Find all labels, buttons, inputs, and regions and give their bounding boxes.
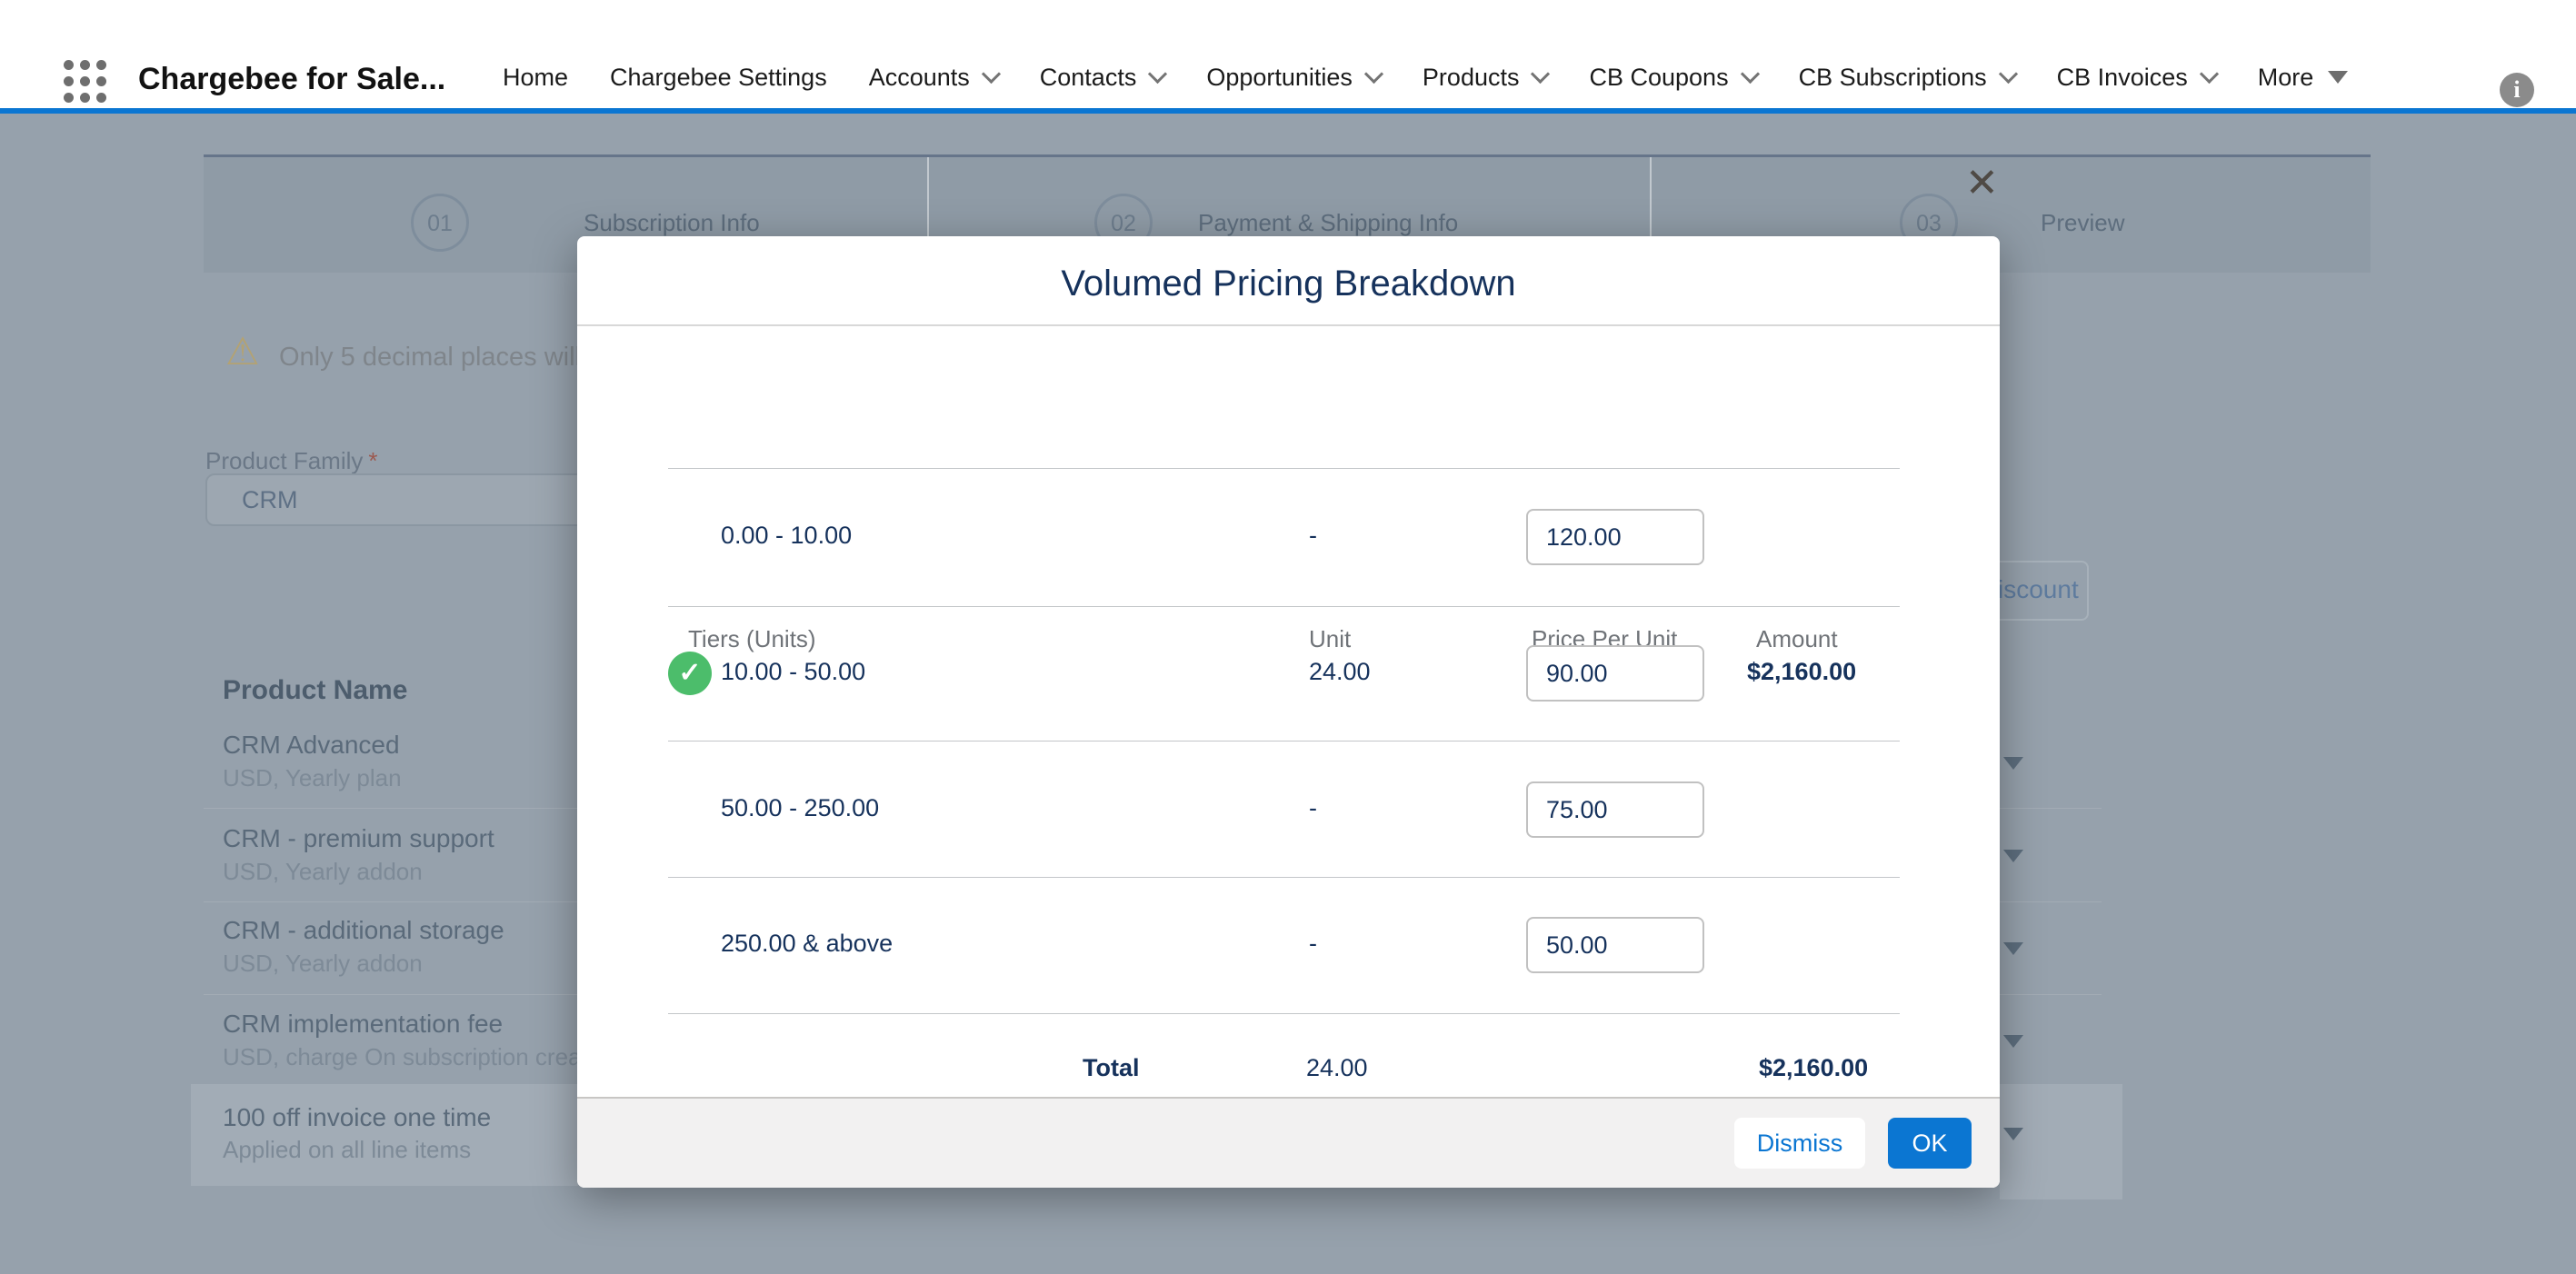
total-label: Total [1083, 1054, 1140, 1081]
product-name: CRM implementation fee [223, 1010, 504, 1038]
tier-range: 250.00 & above [721, 930, 894, 957]
ok-button[interactable]: OK [1888, 1118, 1972, 1169]
row-dropdown-icon [2003, 942, 2023, 955]
column-header-tiers: Tiers (Units) [688, 625, 816, 652]
product-list-header: Product Name [223, 675, 408, 705]
price-per-unit-input[interactable] [1526, 645, 1704, 702]
tier-range: 0.00 - 10.00 [721, 522, 853, 549]
product-detail: USD, Yearly plan [223, 764, 402, 791]
nav-item-more[interactable]: More [2258, 64, 2349, 92]
row-dropdown-icon [2003, 850, 2023, 862]
step-1-label: Subscription Info [584, 209, 760, 236]
tier-range: 50.00 - 250.00 [721, 794, 880, 821]
table-divider [668, 468, 1900, 469]
chevron-down-icon [1148, 64, 1168, 84]
chevron-down-icon [1998, 64, 2018, 84]
chevron-down-icon [1740, 64, 1760, 84]
nav-item-contacts[interactable]: Contacts [1040, 64, 1168, 92]
column-header-unit: Unit [1309, 625, 1352, 652]
title-divider [577, 324, 2000, 326]
row-dropdown-icon [2003, 1128, 2023, 1140]
product-family-label: Product Family * [205, 447, 378, 474]
tier-unit: - [1309, 930, 1317, 957]
list-divider [204, 901, 578, 902]
nav-item-products[interactable]: Products [1423, 64, 1551, 92]
nav-item-chargebee-settings[interactable]: Chargebee Settings [610, 63, 827, 91]
chevron-down-icon [1363, 64, 1384, 84]
list-divider [2000, 994, 2102, 995]
app-header: Chargebee for Sale... Home Chargebee Set… [0, 0, 2576, 114]
table-divider [668, 1013, 1900, 1014]
discount-button-label: iscount [1998, 575, 2079, 603]
nav-item-accounts[interactable]: Accounts [869, 64, 1001, 92]
product-detail: USD, Yearly addon [223, 858, 423, 885]
price-per-unit-input[interactable] [1526, 781, 1704, 838]
dismiss-button[interactable]: Dismiss [1734, 1118, 1865, 1169]
step-2-label: Payment & Shipping Info [1198, 209, 1459, 236]
table-divider [668, 606, 1900, 607]
table-divider [668, 877, 1900, 878]
tier-unit: - [1309, 522, 1317, 549]
product-detail: USD, Yearly addon [223, 950, 423, 977]
price-per-unit-input[interactable] [1526, 917, 1704, 973]
tier-unit: 24.00 [1309, 658, 1371, 685]
nav-item-cb-invoices[interactable]: CB Invoices [2057, 64, 2219, 92]
price-per-unit-input[interactable] [1526, 509, 1704, 565]
product-name: CRM - premium support [223, 824, 494, 852]
required-asterisk: * [368, 447, 378, 474]
table-divider [668, 741, 1900, 742]
modal-title: Volumed Pricing Breakdown [1061, 264, 1516, 304]
chevron-down-icon [2199, 64, 2219, 84]
list-divider [2000, 901, 2102, 902]
app-title: Chargebee for Sale... [138, 62, 446, 96]
product-name: CRM - additional storage [223, 916, 504, 944]
warning-text: Only 5 decimal places will b [279, 343, 604, 372]
row-dropdown-icon [2003, 1035, 2023, 1048]
product-name: 100 off invoice one time [223, 1103, 492, 1131]
warning-icon: ⚠ [225, 330, 260, 373]
volumed-pricing-modal: Volumed Pricing Breakdown Tiers (Units) … [577, 236, 2000, 1188]
tier-amount: $2,160.00 [1747, 658, 1857, 685]
column-header-amount: Amount [1756, 625, 1838, 652]
list-divider [204, 994, 578, 995]
tab-divider [927, 157, 929, 275]
row-dropdown-icon [2003, 757, 2023, 770]
product-detail: Applied on all line items [223, 1136, 472, 1163]
close-icon: ✕ [1965, 161, 1999, 205]
step-1-number: 01 [411, 194, 469, 252]
list-divider [2000, 808, 2102, 809]
chevron-down-icon [1531, 64, 1551, 84]
selected-row-highlight-right [2000, 1084, 2122, 1199]
nav-menu: Home Chargebee Settings Accounts Contact… [503, 50, 2349, 105]
tier-range: 10.00 - 50.00 [721, 658, 866, 685]
chevron-down-icon [981, 64, 1001, 84]
total-unit: 24.00 [1306, 1054, 1368, 1081]
nav-item-cb-coupons[interactable]: CB Coupons [1589, 64, 1760, 92]
check-icon: ✓ [668, 652, 712, 695]
selected-row-highlight [191, 1084, 578, 1186]
product-family-value: CRM [242, 486, 298, 513]
nav-item-opportunities[interactable]: Opportunities [1206, 64, 1384, 92]
list-divider [204, 808, 578, 809]
nav-item-cb-subscriptions[interactable]: CB Subscriptions [1799, 64, 2018, 92]
total-amount: $2,160.00 [1759, 1054, 1869, 1081]
product-detail: USD, charge On subscription creati [223, 1043, 594, 1070]
info-icon[interactable]: i [2500, 73, 2534, 107]
app-launcher-icon[interactable] [64, 60, 107, 104]
step-3-label: Preview [2041, 209, 2125, 236]
caret-down-icon [2328, 71, 2349, 84]
nav-item-home[interactable]: Home [503, 63, 569, 91]
tier-unit: - [1309, 794, 1317, 821]
tab-divider [1650, 157, 1652, 275]
product-name: CRM Advanced [223, 731, 400, 759]
